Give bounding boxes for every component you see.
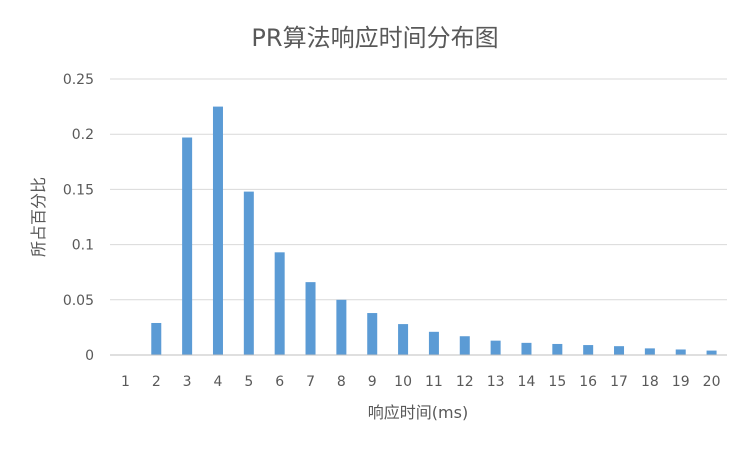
x-tick-label: 12 bbox=[456, 374, 474, 390]
bar-16 bbox=[583, 345, 594, 355]
bar-19 bbox=[675, 349, 686, 355]
bar-6 bbox=[274, 252, 285, 355]
bars bbox=[151, 106, 717, 355]
bar-17 bbox=[614, 346, 625, 355]
bar-11 bbox=[428, 331, 439, 355]
gridlines bbox=[110, 78, 727, 301]
bar-5 bbox=[243, 191, 254, 355]
x-tick-label: 11 bbox=[425, 374, 443, 390]
y-tick-label: 0.1 bbox=[72, 238, 94, 254]
bar-15 bbox=[552, 343, 563, 355]
x-tick-label: 2 bbox=[152, 374, 161, 390]
x-tick-label: 20 bbox=[703, 374, 721, 390]
x-tick-label: 17 bbox=[610, 374, 628, 390]
x-tick-label: 5 bbox=[244, 374, 253, 390]
x-tick-label: 9 bbox=[368, 374, 377, 390]
y-tick-label: 0.05 bbox=[63, 293, 94, 309]
bar-2 bbox=[151, 322, 162, 355]
bar-7 bbox=[305, 282, 316, 355]
bar-20 bbox=[706, 350, 717, 355]
bar-12 bbox=[459, 336, 470, 355]
y-tick-label: 0.2 bbox=[72, 127, 94, 143]
x-tick-label: 3 bbox=[183, 374, 192, 390]
x-tick-label: 8 bbox=[337, 374, 346, 390]
bar-18 bbox=[644, 348, 655, 355]
x-tick-label: 18 bbox=[641, 374, 659, 390]
x-tick-label: 10 bbox=[394, 374, 412, 390]
x-axis-ticks: 1 2 3 4 5 6 7 8 9 10 11 12 13 14 15 16 17 18 19 20 bbox=[121, 374, 721, 390]
x-tick-label: 4 bbox=[214, 374, 223, 390]
x-tick-label: 6 bbox=[275, 374, 284, 390]
y-tick-label: 0 bbox=[85, 348, 94, 364]
x-axis-label: 响应时间(ms) bbox=[368, 403, 468, 422]
y-tick-label: 0.25 bbox=[63, 72, 94, 88]
x-tick-label: 1 bbox=[121, 374, 130, 390]
bar-9 bbox=[367, 313, 378, 355]
x-tick-label: 13 bbox=[487, 374, 505, 390]
y-tick-label: 0.15 bbox=[63, 182, 94, 198]
x-tick-label: 7 bbox=[306, 374, 315, 390]
bar-13 bbox=[490, 340, 501, 355]
bar-14 bbox=[521, 342, 532, 355]
chart-title: PR算法响应时间分布图 bbox=[251, 24, 498, 52]
y-axis-ticks: 0 0.05 0.1 0.15 0.2 0.25 bbox=[63, 72, 94, 364]
bar-3 bbox=[182, 137, 193, 355]
bar-8 bbox=[336, 299, 347, 355]
x-tick-label: 14 bbox=[518, 374, 536, 390]
x-tick-label: 19 bbox=[672, 374, 690, 390]
x-tick-label: 15 bbox=[548, 374, 566, 390]
bar-4 bbox=[212, 106, 223, 355]
x-tick-label: 16 bbox=[579, 374, 597, 390]
bar-10 bbox=[398, 324, 409, 355]
y-axis-label: 所占百分比 bbox=[29, 177, 48, 257]
